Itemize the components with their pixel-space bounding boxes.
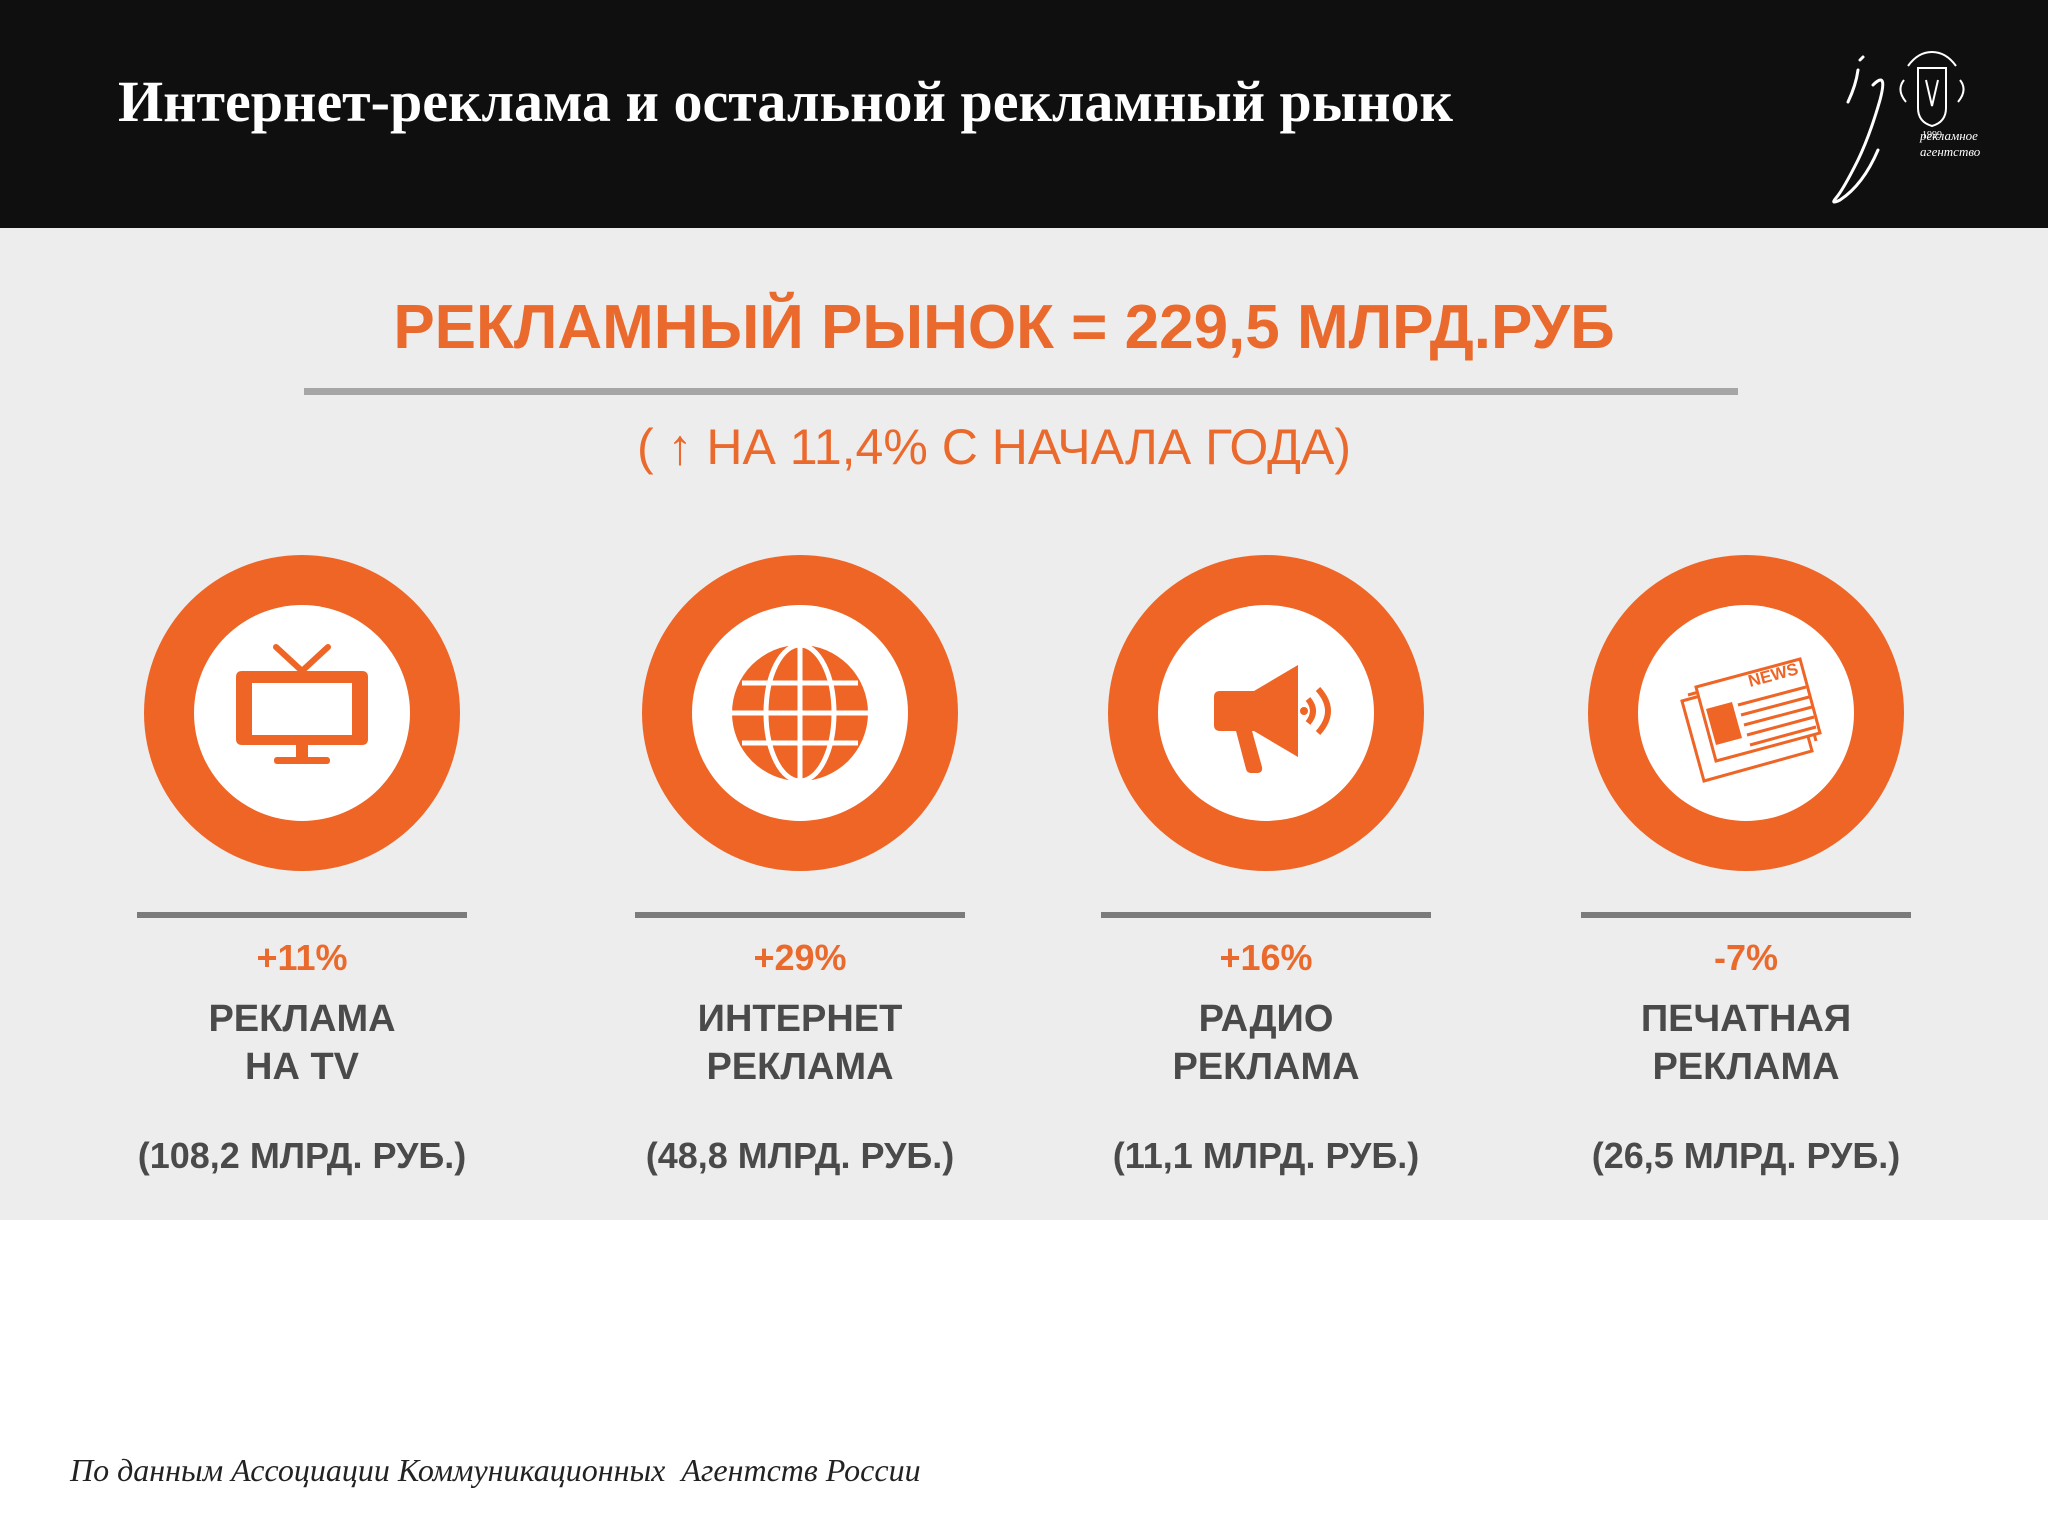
newspaper-icon-ring: NEWS bbox=[1588, 555, 1904, 871]
headline-divider bbox=[304, 388, 1738, 395]
segment-amount: (11,1 МЛРД. РУБ.) bbox=[1112, 1135, 1420, 1176]
globe-icon-ring bbox=[642, 555, 958, 871]
segment-divider bbox=[1101, 912, 1431, 918]
market-headline: РЕКЛАМНЫЙ РЫНОК = 229,5 МЛРД.РУБ bbox=[393, 293, 1615, 362]
segment-label-line1: РАДИО bbox=[1198, 998, 1334, 1040]
segment-change: +16% bbox=[1219, 937, 1313, 978]
segment-amount: (48,8 МЛРД. РУБ.) bbox=[645, 1135, 955, 1176]
market-growth-subline: ( ↑ НА 11,4% С НАЧАЛА ГОДА) bbox=[636, 419, 1352, 475]
megaphone-icon bbox=[1214, 665, 1331, 773]
segment-amount: (108,2 МЛРД. РУБ.) bbox=[137, 1135, 467, 1176]
segment-label-line2: РЕКЛАМА bbox=[706, 1046, 894, 1088]
newspaper-icon: NEWS bbox=[1680, 657, 1822, 783]
segment-divider bbox=[1581, 912, 1911, 918]
segment-change: +11% bbox=[256, 937, 348, 978]
segment-change: -7% bbox=[1713, 937, 1779, 978]
segment-label-line1: ПЕЧАТНАЯ bbox=[1640, 998, 1852, 1040]
agency-logo: 1999 bbox=[1832, 50, 1965, 204]
globe-icon bbox=[732, 642, 868, 784]
segment-radio: +16% РАДИО РЕКЛАМА (11,1 МЛРД. РУБ.) bbox=[1026, 555, 1506, 1205]
logo-line1: рекламное bbox=[1920, 128, 1978, 143]
segment-divider bbox=[137, 912, 467, 918]
segment-divider bbox=[635, 912, 965, 918]
tv-icon bbox=[236, 644, 368, 764]
source-note: По данным Ассоциации Коммуникационных Аг… bbox=[70, 1452, 921, 1488]
segment-label: ПЕЧАТНАЯ РЕКЛАМА bbox=[1506, 995, 1986, 1091]
logo-year: 1999 bbox=[1922, 130, 1942, 141]
segment-amount: (26,5 МЛРД. РУБ.) bbox=[1591, 1135, 1901, 1176]
header-bar: Интернет-реклама и остальной рекламный р… bbox=[0, 0, 2048, 228]
logo-line2: агентство bbox=[1920, 144, 1981, 159]
segment-label-line1: ИНТЕРНЕТ bbox=[697, 998, 903, 1040]
slide-title: Интернет-реклама и остальной рекламный р… bbox=[118, 69, 1453, 134]
segment-label: ИНТЕРНЕТ РЕКЛАМА bbox=[560, 995, 1040, 1091]
segment-internet: +29% ИНТЕРНЕТ РЕКЛАМА (48,8 МЛРД. РУБ.) bbox=[560, 555, 1040, 1205]
segment-label-line2: НА TV bbox=[245, 1046, 359, 1088]
tv-icon-ring bbox=[144, 555, 460, 871]
segment-label-line2: РЕКЛАМА bbox=[1172, 1046, 1360, 1088]
segment-label: РАДИО РЕКЛАМА bbox=[1026, 995, 1506, 1091]
segment-label-line1: РЕКЛАМА bbox=[208, 998, 396, 1040]
megaphone-icon-ring bbox=[1108, 555, 1424, 871]
segment-label: РЕКЛАМА НА TV bbox=[62, 995, 542, 1091]
segment-print: NEWS -7% ПЕЧАТНАЯ РЕКЛАМА (26,5 МЛРД. РУ… bbox=[1506, 555, 1986, 1205]
segment-tv: +11% РЕКЛАМА НА TV (108,2 МЛРД. РУБ.) bbox=[62, 555, 542, 1205]
segment-change: +29% bbox=[753, 937, 847, 978]
segment-label-line2: РЕКЛАМА bbox=[1652, 1046, 1840, 1088]
